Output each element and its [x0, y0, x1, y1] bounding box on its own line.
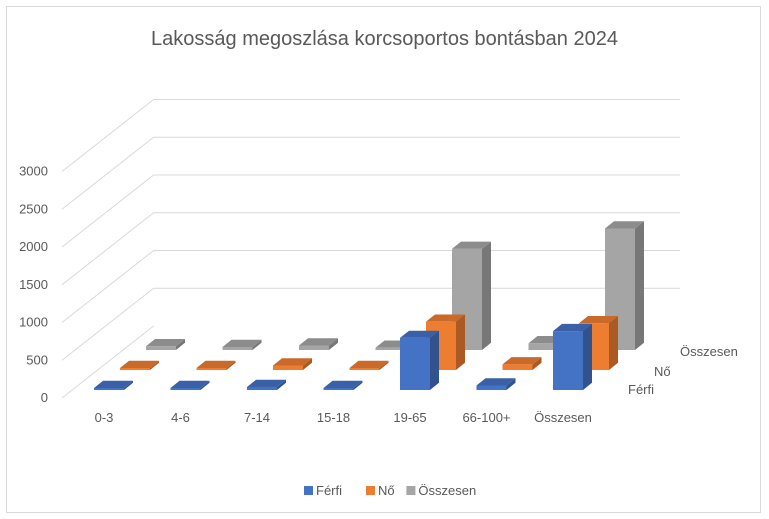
depth-axis-label: Nő — [654, 364, 671, 379]
bar — [222, 346, 253, 350]
bar-top — [476, 378, 516, 386]
legend-label: Nő — [378, 483, 395, 498]
legend-swatch — [304, 486, 313, 495]
bar-top — [196, 360, 236, 368]
bar-top — [426, 314, 465, 322]
gridline-diagonal — [61, 174, 154, 248]
legend-label: Összesen — [418, 483, 476, 498]
bar-side — [456, 314, 465, 370]
depth-axis-label: Összesen — [680, 344, 738, 359]
bar — [375, 347, 406, 350]
bar-top — [323, 380, 363, 388]
bar-side — [277, 379, 286, 390]
gridline-diagonal — [61, 287, 154, 361]
bar-top — [579, 315, 618, 324]
bar — [553, 331, 583, 390]
bar-top — [170, 380, 210, 388]
bar-side — [506, 378, 516, 390]
y-tick-label: 1500 — [19, 277, 48, 292]
y-tick-label: 1000 — [19, 315, 48, 330]
bar — [273, 365, 303, 370]
bar — [247, 386, 277, 390]
bar-side — [609, 315, 618, 370]
bar-top — [400, 330, 439, 338]
x-tick-label: Összesen — [534, 410, 592, 425]
bar — [299, 345, 329, 350]
gridline-diagonal — [61, 250, 154, 323]
bar-side — [150, 360, 159, 370]
bar-top — [553, 323, 592, 332]
legend-swatch — [366, 486, 375, 495]
y-tick-label: 0 — [41, 390, 48, 405]
bar — [94, 388, 124, 390]
x-tick-label: 0-3 — [95, 410, 114, 425]
x-tick-label: 7-14 — [244, 410, 270, 425]
bar — [196, 368, 227, 370]
bar — [349, 368, 380, 370]
legend-swatch — [406, 486, 416, 495]
legend-label: Férfi — [316, 483, 342, 498]
bar-top — [299, 338, 338, 346]
bar-side — [482, 241, 491, 350]
bar — [476, 385, 507, 390]
bar-side — [124, 380, 133, 390]
bar-top — [452, 241, 491, 249]
bar — [528, 343, 559, 350]
y-tick-label: 2000 — [19, 239, 48, 254]
bar — [146, 346, 176, 350]
bar-side — [430, 330, 439, 390]
bar-side — [583, 323, 592, 390]
bar-top — [222, 339, 262, 347]
bar-top — [349, 360, 389, 368]
bar-top — [502, 357, 542, 365]
bar-side — [176, 339, 185, 350]
bar-side — [635, 221, 644, 350]
bar — [400, 337, 430, 390]
gridline-diagonal — [61, 212, 154, 286]
bar-side — [252, 339, 262, 350]
bar-top — [146, 339, 185, 347]
bar — [170, 388, 201, 390]
bar-top — [605, 221, 644, 229]
x-tick-label: 19-65 — [393, 410, 426, 425]
x-tick-label: 66-100+ — [462, 410, 510, 425]
chart-title: Lakosság megoszlása korcsoportos bontásb… — [151, 28, 618, 50]
x-tick-label: 15-18 — [317, 410, 350, 425]
bar-side — [329, 338, 338, 350]
y-tick-label: 3000 — [19, 164, 48, 179]
bar-top — [273, 358, 312, 366]
y-tick-label: 2500 — [19, 201, 48, 216]
bar — [323, 388, 354, 390]
bar-side — [379, 360, 389, 370]
depth-axis-label: Férfi — [628, 382, 654, 397]
bar-side — [226, 360, 236, 370]
bar-top — [120, 360, 159, 368]
y-tick-label: 500 — [26, 352, 48, 367]
bar-side — [353, 380, 363, 390]
bar — [502, 364, 533, 370]
bar-side — [532, 357, 542, 370]
gridline-diagonal — [61, 325, 154, 399]
x-tick-label: 4-6 — [171, 410, 190, 425]
bar-top — [247, 379, 286, 387]
bar — [120, 368, 150, 370]
bar-top — [94, 380, 133, 388]
gridline-diagonal — [61, 136, 154, 210]
gridline-diagonal — [61, 99, 154, 172]
bar-side — [303, 358, 312, 370]
bar-side — [200, 380, 210, 390]
